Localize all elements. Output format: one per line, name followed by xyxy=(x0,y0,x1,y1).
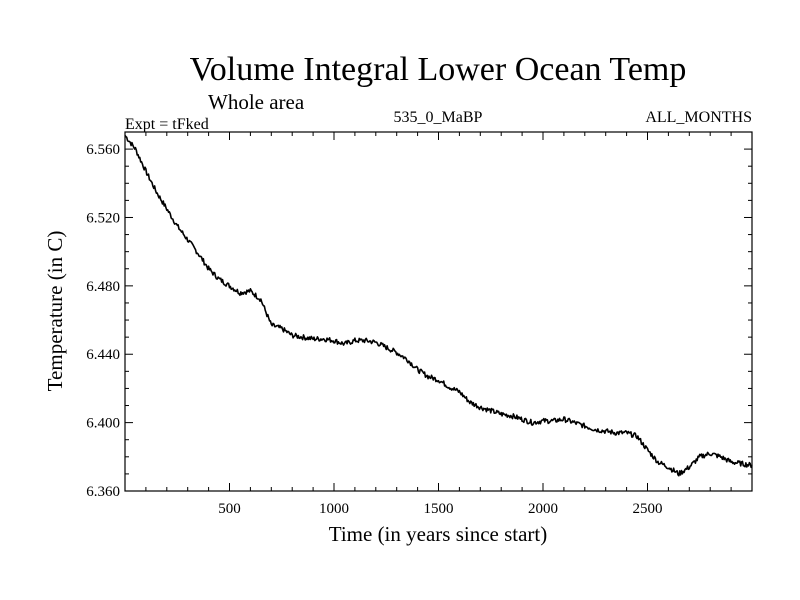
axis-ticks xyxy=(125,131,752,492)
period-label: 535_0_MaBP xyxy=(394,109,483,126)
x-tick-label: 2000 xyxy=(528,501,558,517)
y-tick-label: 6.520 xyxy=(86,210,120,226)
x-tick-label: 2500 xyxy=(633,501,663,517)
temperature-series-line xyxy=(124,134,753,477)
experiment-label: Expt = tFked xyxy=(125,116,209,133)
plot-area-frame xyxy=(124,131,753,492)
x-axis-title: Time (in years since start) xyxy=(329,522,548,546)
y-tick-label: 6.360 xyxy=(86,484,120,500)
x-tick-label: 1000 xyxy=(319,501,349,517)
y-axis-title: Temperature (in C) xyxy=(43,231,67,392)
x-tick-label: 1500 xyxy=(424,501,454,517)
y-tick-label: 6.400 xyxy=(86,416,120,432)
x-tick-label: 500 xyxy=(218,501,241,517)
months-label: ALL_MONTHS xyxy=(645,109,752,126)
y-tick-label: 6.560 xyxy=(86,142,120,158)
y-tick-label: 6.480 xyxy=(86,279,120,295)
y-tick-label: 6.440 xyxy=(86,347,120,363)
chart-title: Volume Integral Lower Ocean Temp xyxy=(190,51,687,88)
axis-tick-labels: 500 1000 1500 2000 2500 6.360 6.400 6.440 6.480 6… xyxy=(86,142,662,517)
chart-subtitle: Whole area xyxy=(208,90,305,114)
